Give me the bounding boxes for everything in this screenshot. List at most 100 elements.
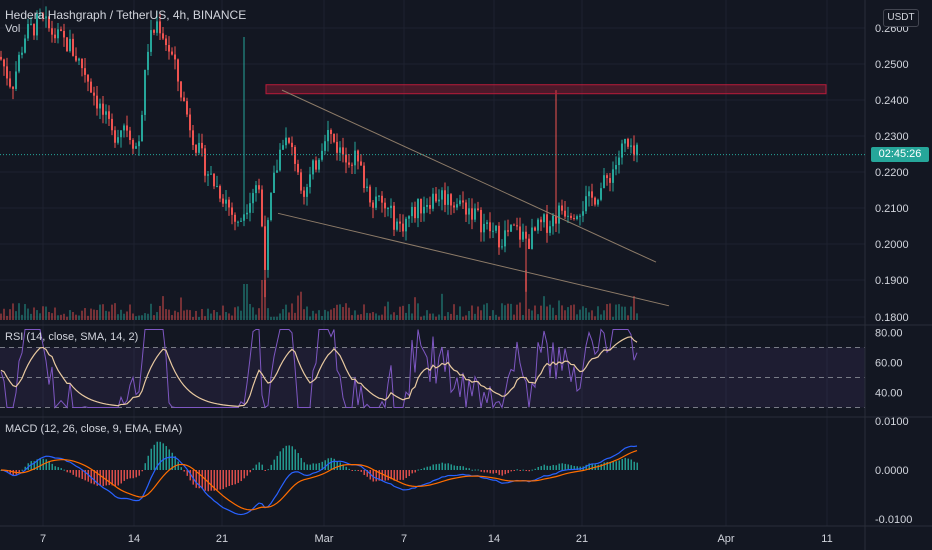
candle-body [336, 141, 338, 153]
candle-body [552, 215, 554, 227]
volume-bar [213, 310, 215, 320]
volume-bar [231, 315, 233, 320]
volume-bar [573, 304, 575, 320]
volume-bar [234, 307, 236, 320]
rsi-pane[interactable] [0, 328, 865, 410]
volume-bar [324, 309, 326, 320]
candle-body [348, 162, 350, 165]
candle-body [465, 202, 467, 215]
macd-histogram-bar [300, 457, 302, 470]
volume-bar [312, 310, 314, 320]
wedge-upper-trendline [281, 89, 657, 263]
candle-body [9, 78, 11, 87]
candle-body [210, 173, 212, 175]
candle-body [264, 226, 266, 270]
volume-bar [375, 313, 377, 320]
macd-histogram-bar [303, 462, 305, 470]
candle-body [99, 103, 101, 109]
macd-histogram-bar [135, 470, 137, 478]
macd-histogram-bar [348, 468, 350, 470]
macd-histogram-bar [123, 470, 125, 481]
candle-body [375, 196, 377, 208]
macd-histogram-bar [354, 469, 356, 471]
macd-histogram-bar [390, 470, 392, 480]
volume-bar [504, 305, 506, 320]
macd-histogram-bar [597, 464, 599, 470]
macd-pane[interactable] [0, 441, 639, 516]
volume-bar [492, 310, 494, 320]
macd-histogram-bar [363, 470, 365, 475]
macd-label[interactable]: MACD (12, 26, close, 9, EMA, EMA) [5, 423, 183, 435]
candle-body [132, 140, 134, 149]
candle-body [60, 29, 62, 31]
candle-body [459, 200, 461, 205]
candle-body [423, 206, 425, 214]
macd-histogram-bar [351, 470, 353, 471]
candle-body [141, 114, 143, 142]
volume-bar [408, 304, 410, 320]
volume-bar [402, 305, 404, 320]
candle-body [204, 148, 206, 176]
candle-body [417, 198, 419, 219]
macd-histogram-bar [393, 470, 395, 481]
macd-histogram-bar [285, 445, 287, 470]
candlestick-series[interactable] [0, 6, 638, 298]
volume-bar [309, 316, 311, 320]
candle-body [288, 137, 290, 143]
volume-bar [57, 315, 59, 320]
volume-bar [453, 304, 455, 320]
volume-bar [303, 309, 305, 320]
volume-bar [72, 312, 74, 320]
volume-bar [609, 303, 611, 320]
candle-body [318, 159, 320, 170]
macd-histogram-bar [117, 470, 119, 486]
rsi-label[interactable]: RSI (14, close, SMA, 14, 2) [5, 331, 139, 343]
volume-bar [228, 313, 230, 320]
candle-body [447, 194, 449, 205]
volume-bar [300, 291, 302, 320]
candle-body [393, 205, 395, 230]
volume-bar [219, 315, 221, 320]
candle-body [489, 222, 491, 232]
macd-histogram-bar [60, 468, 62, 470]
volume-bar [282, 309, 284, 320]
candle-body [339, 147, 341, 153]
macd-histogram-bar [69, 470, 71, 473]
macd-histogram-bar [399, 470, 401, 480]
macd-histogram-bar [180, 467, 182, 470]
macd-histogram-bar [444, 463, 446, 470]
volume-bar [258, 308, 260, 320]
volume-bar [486, 303, 488, 320]
volume-bar [471, 305, 473, 320]
macd-histogram-bar [255, 464, 257, 470]
macd-histogram-bar [51, 463, 53, 470]
volume-bar [294, 312, 296, 320]
macd-histogram-bar [21, 469, 23, 471]
volume-bar [291, 303, 293, 320]
volume-bar [141, 315, 143, 320]
macd-histogram-bar [426, 466, 428, 470]
candle-body [291, 142, 293, 148]
volume-bar [633, 295, 635, 320]
macd-histogram-bar [549, 465, 551, 470]
candle-body [549, 226, 551, 233]
candle-body [18, 54, 20, 72]
volume-bar [555, 315, 557, 320]
macd-histogram-bar [138, 470, 140, 476]
volume-bar [582, 306, 584, 320]
volume-bar [276, 316, 278, 320]
macd-histogram-bar [90, 470, 92, 484]
candle-body [162, 33, 164, 39]
macd-histogram-bar [630, 459, 632, 470]
macd-histogram-bar [63, 469, 65, 471]
volume-bar [531, 310, 533, 320]
price-tick-label: 0.2200 [875, 167, 909, 179]
macd-histogram-bar [546, 465, 548, 470]
macd-histogram-bar [189, 470, 191, 481]
trend-drawings[interactable] [265, 84, 827, 307]
candle-body [21, 52, 23, 55]
currency-button[interactable]: USDT [883, 9, 919, 27]
macd-histogram-bar [54, 466, 56, 470]
macd-histogram-bar [129, 470, 131, 479]
